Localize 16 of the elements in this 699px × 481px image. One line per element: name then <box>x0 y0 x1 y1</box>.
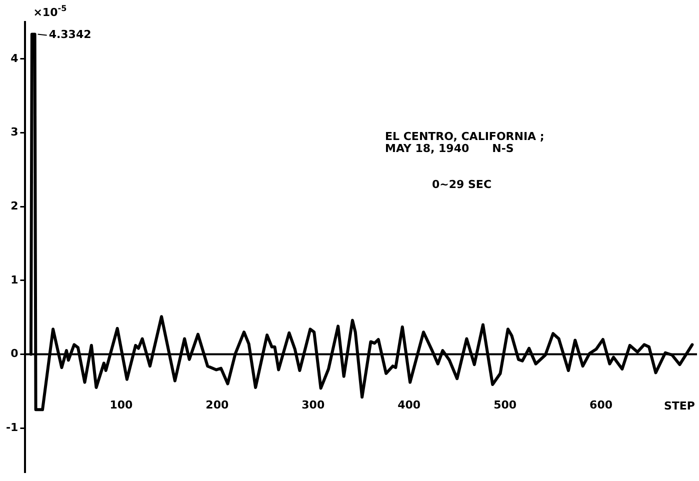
annotation: 0~29 SEC <box>432 178 492 191</box>
y-tick-label: 4 <box>10 52 19 65</box>
x-tick-label: 100 <box>110 398 134 412</box>
annotation: 4.3342 <box>48 28 92 42</box>
x-tick-label: 400 <box>398 398 421 412</box>
y-tick-label: 3 <box>10 126 18 139</box>
x-tick-label: 500 <box>494 398 517 412</box>
y-tick-label: -1 <box>6 420 18 434</box>
x-tick-label: 300 <box>302 398 325 412</box>
text: EL CENTRO, CALIFORNIA ; MAY 18, 1940 N-S <box>385 130 544 155</box>
y-tick-label: 1 <box>10 273 18 286</box>
y-tick-label: 0 <box>10 347 19 360</box>
y-tick-label: 2 <box>10 199 18 212</box>
x-tick-label: 200 <box>206 398 229 412</box>
x-tick-label: 600 <box>590 398 613 412</box>
x-axis-title: STEP <box>664 399 695 412</box>
